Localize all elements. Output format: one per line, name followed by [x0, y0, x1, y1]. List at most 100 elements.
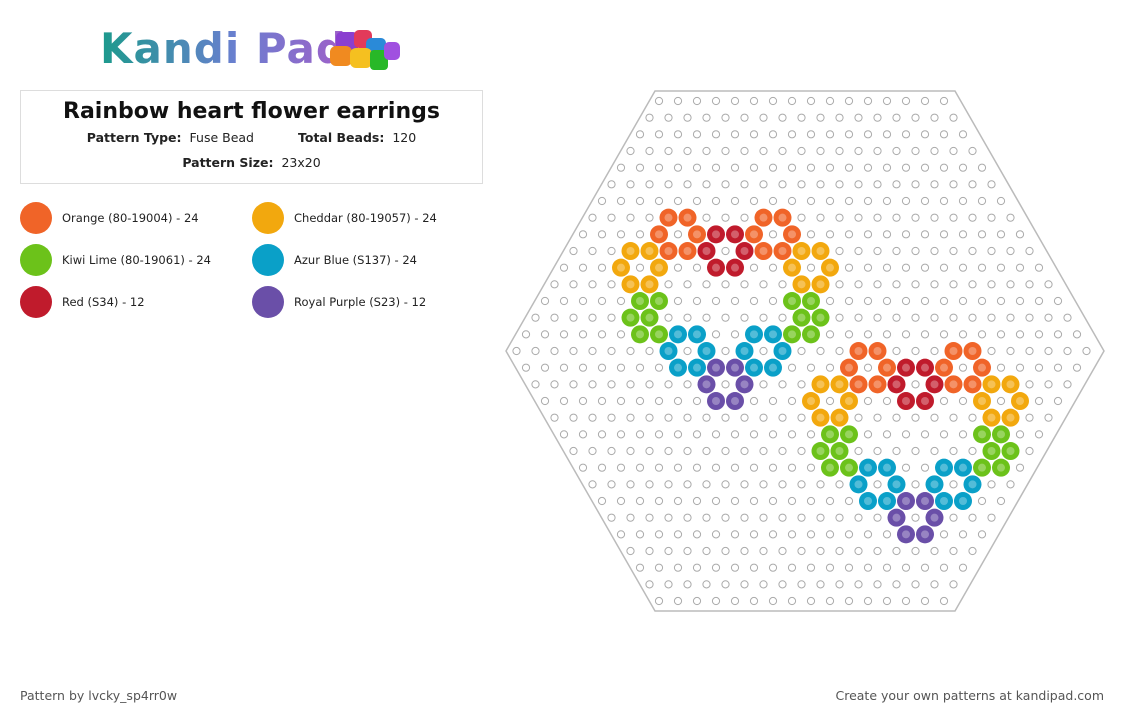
peg — [607, 413, 616, 422]
peg — [882, 530, 892, 539]
bead — [944, 375, 963, 394]
peg — [1015, 430, 1025, 439]
peg — [702, 313, 711, 322]
bead — [707, 225, 725, 244]
peg — [730, 130, 740, 139]
bead-hole — [778, 347, 787, 356]
bead — [982, 375, 1001, 394]
peg — [949, 180, 958, 189]
peg — [892, 346, 901, 356]
peg — [635, 430, 645, 439]
peg — [597, 463, 607, 472]
bead — [830, 375, 849, 394]
bead-hole — [883, 463, 891, 472]
peg — [949, 446, 958, 456]
bead — [697, 375, 716, 394]
peg — [816, 180, 825, 189]
peg — [835, 180, 844, 189]
legend-item: Cheddar (80-19057) - 24 — [252, 202, 437, 234]
peg — [987, 346, 996, 356]
bead — [916, 525, 934, 544]
bead-hole — [674, 363, 682, 372]
title: Rainbow heart flower earrings — [63, 99, 440, 124]
peg — [768, 296, 778, 306]
peg — [787, 530, 797, 539]
peg — [759, 413, 768, 422]
bead — [707, 258, 725, 277]
peg — [740, 513, 749, 522]
peg — [778, 280, 787, 289]
bead-hole — [617, 263, 625, 272]
peg — [730, 430, 740, 439]
peg — [778, 546, 787, 556]
color-swatch — [20, 202, 52, 234]
peg — [996, 496, 1006, 506]
peg — [664, 480, 673, 489]
bead — [707, 358, 725, 377]
peg — [806, 430, 816, 439]
bead — [631, 292, 649, 311]
bead-hole — [750, 363, 758, 372]
peg — [768, 96, 778, 106]
peg — [759, 546, 768, 556]
peg — [797, 413, 806, 422]
peg — [711, 296, 721, 306]
peg — [987, 180, 996, 189]
peg — [873, 280, 882, 289]
peg — [721, 246, 730, 256]
peg — [863, 596, 873, 606]
peg — [673, 96, 683, 106]
peg — [825, 396, 835, 406]
peg — [759, 180, 768, 189]
peg — [749, 496, 759, 506]
peg — [1025, 280, 1034, 289]
peg — [673, 563, 683, 572]
bead — [878, 492, 896, 511]
peg — [873, 546, 882, 556]
peg — [901, 96, 911, 106]
peg — [730, 163, 740, 172]
bead — [688, 225, 706, 244]
bead-hole — [921, 363, 929, 372]
bead — [849, 342, 868, 361]
peg — [892, 213, 901, 222]
bead — [868, 375, 887, 394]
bead-hole — [626, 313, 635, 322]
peg — [740, 113, 749, 122]
author: Pattern by lvcky_sp4rr0w — [20, 688, 178, 703]
peg — [597, 496, 607, 506]
bead-hole — [902, 530, 910, 539]
peg — [911, 380, 920, 389]
peg — [1015, 296, 1025, 306]
bead — [811, 308, 830, 327]
peg — [1006, 313, 1015, 322]
peg — [559, 396, 569, 406]
bead — [726, 358, 744, 377]
bead — [887, 475, 906, 494]
peg — [702, 280, 711, 289]
bead — [830, 408, 849, 427]
peg — [664, 513, 673, 522]
peg — [977, 296, 987, 306]
peg — [759, 480, 768, 489]
peg — [882, 330, 892, 339]
bead — [650, 292, 668, 311]
bead-hole — [883, 363, 891, 372]
peg — [854, 246, 863, 256]
bead — [840, 358, 858, 377]
bead — [697, 342, 716, 361]
bead-hole — [921, 497, 929, 506]
bead — [621, 275, 640, 294]
label: Total Beads: — [298, 130, 385, 145]
peg — [958, 263, 968, 272]
bead — [745, 358, 763, 377]
peg — [711, 563, 721, 572]
bead — [916, 358, 934, 377]
peg — [1025, 346, 1034, 356]
peg — [1072, 330, 1082, 339]
peg — [740, 146, 749, 156]
peg — [683, 113, 692, 122]
peg — [588, 413, 597, 422]
bead-hole — [1006, 447, 1015, 456]
peg — [664, 546, 673, 556]
